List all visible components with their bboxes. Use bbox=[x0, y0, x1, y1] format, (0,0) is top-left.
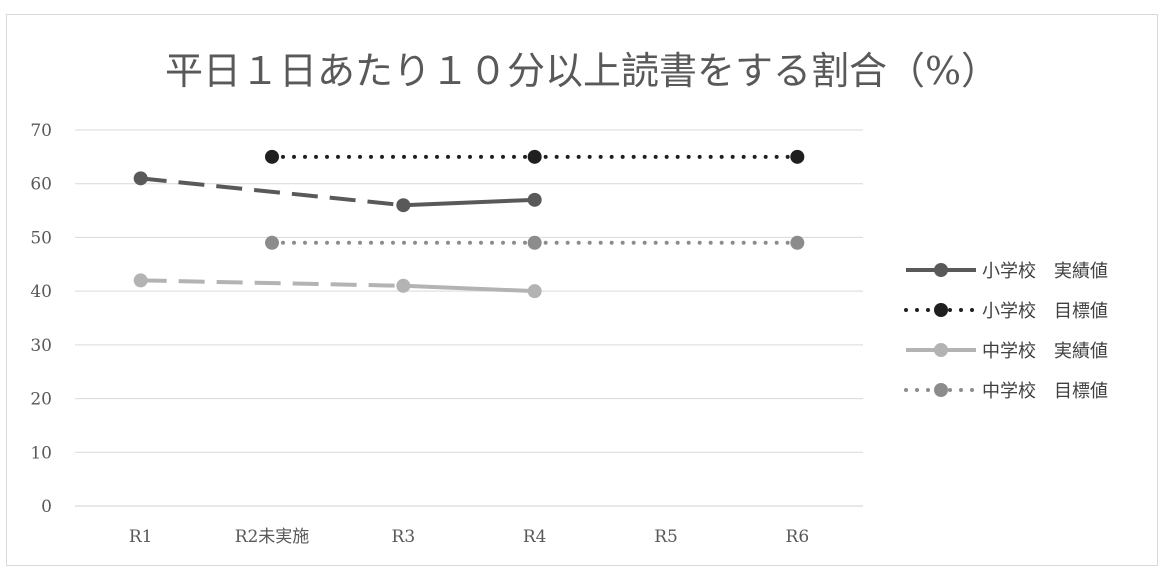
chart-title: 平日１日あたり１０分以上読書をする割合（%） bbox=[165, 49, 999, 93]
x-tick-label: R1 bbox=[129, 527, 153, 547]
y-tick-label: 30 bbox=[30, 336, 52, 356]
series-line-segment bbox=[140, 176, 404, 208]
legend-marker bbox=[934, 263, 948, 277]
chart-frame bbox=[6, 14, 1158, 566]
data-point bbox=[265, 149, 279, 164]
y-tick-label: 10 bbox=[30, 443, 52, 463]
legend-marker bbox=[934, 343, 948, 357]
y-tick-label: 60 bbox=[30, 175, 52, 195]
legend-item: 中学校 実績値 bbox=[906, 341, 1108, 362]
y-tick-label: 50 bbox=[30, 228, 52, 248]
series-points bbox=[133, 149, 805, 299]
gridlines bbox=[75, 129, 863, 507]
data-point bbox=[133, 273, 148, 288]
data-point bbox=[527, 149, 542, 164]
y-axis: 0 10 20 30 40 50 60 70 bbox=[30, 121, 52, 517]
data-point bbox=[396, 278, 411, 293]
x-tick-label: R2未実施 bbox=[235, 527, 310, 547]
data-point bbox=[527, 235, 542, 250]
legend-item: 小学校 目標値 bbox=[904, 301, 1108, 322]
x-tick-label: R3 bbox=[392, 527, 416, 547]
data-point bbox=[265, 235, 279, 250]
legend-label: 中学校 実績値 bbox=[982, 341, 1108, 362]
y-tick-label: 40 bbox=[30, 282, 52, 302]
data-point bbox=[790, 149, 805, 164]
x-tick-label: R4 bbox=[523, 527, 547, 547]
legend-marker bbox=[934, 383, 948, 397]
y-tick-label: 0 bbox=[41, 497, 52, 517]
data-point bbox=[790, 235, 805, 250]
series-line-segment bbox=[140, 278, 404, 288]
legend-item: 中学校 目標値 bbox=[904, 381, 1108, 402]
y-tick-label: 20 bbox=[30, 390, 52, 410]
series-line-segment bbox=[403, 283, 535, 294]
data-point bbox=[527, 192, 542, 207]
data-point bbox=[133, 171, 148, 186]
data-point bbox=[396, 198, 411, 213]
series-line-segment bbox=[403, 197, 535, 208]
series-lines bbox=[140, 154, 800, 294]
y-tick-label: 70 bbox=[30, 121, 52, 141]
legend-marker bbox=[934, 303, 948, 317]
legend-item: 小学校 実績値 bbox=[906, 261, 1108, 282]
x-axis: R1 R2未実施 R3 R4 R5 R6 bbox=[129, 527, 809, 547]
legend-label: 中学校 目標値 bbox=[982, 381, 1108, 402]
legend-label: 小学校 実績値 bbox=[982, 261, 1108, 282]
data-point bbox=[527, 284, 542, 299]
x-tick-label: R6 bbox=[786, 527, 810, 547]
legend-label: 小学校 目標値 bbox=[982, 301, 1108, 322]
x-tick-label: R5 bbox=[654, 527, 678, 547]
